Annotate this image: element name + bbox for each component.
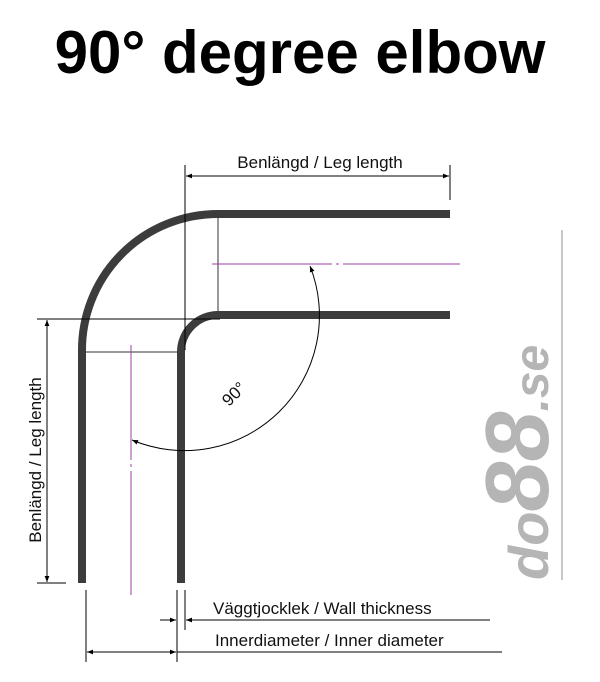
centerlines — [130, 263, 460, 595]
diagram-title: 90° degree elbow — [54, 19, 546, 86]
top-leg-dimension — [184, 165, 451, 350]
svg-text:do88.se: do88.se — [468, 345, 568, 580]
inner-diameter-label: Innerdiameter / Inner diameter — [215, 631, 444, 650]
do88-logo: do88.se — [468, 230, 568, 580]
wall-thickness-label: Väggtjocklek / Wall thickness — [213, 599, 432, 618]
left-leg-dimension — [37, 318, 220, 584]
outer-wall — [77, 210, 450, 583]
angle-label: 90° — [218, 378, 250, 410]
top-leg-length-label: Benlängd / Leg length — [237, 153, 402, 172]
wall-thickness-dimension — [85, 590, 490, 662]
left-leg-length-label: Benlängd / Leg length — [26, 377, 45, 542]
angle-arc — [131, 265, 320, 452]
section-lines — [86, 218, 219, 353]
elbow-pipe — [77, 210, 450, 583]
inner-wall — [177, 311, 450, 583]
